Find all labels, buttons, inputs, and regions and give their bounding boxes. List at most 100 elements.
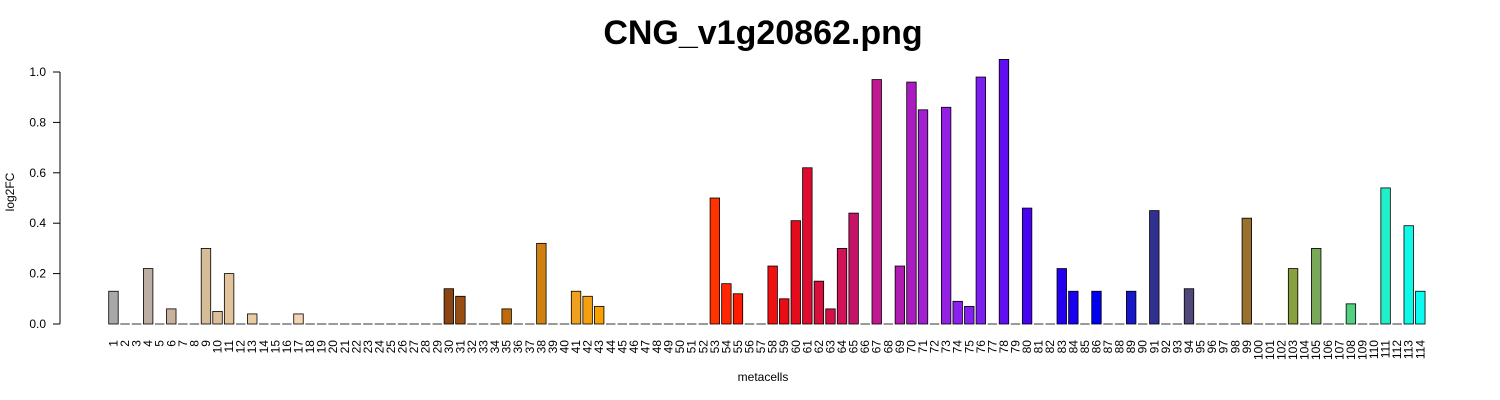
y-tick-label: 0.2 — [29, 267, 46, 281]
x-tick-label: 43 — [592, 340, 606, 354]
bar-31 — [455, 295, 466, 325]
x-tick-label: 28 — [419, 340, 433, 354]
bar-103 — [1287, 268, 1299, 325]
bar-11 — [223, 273, 235, 325]
x-tick-label: 59 — [777, 340, 791, 354]
x-tick-label: 50 — [673, 340, 687, 354]
bar-43 — [594, 305, 605, 325]
x-tick-label: 57 — [754, 340, 768, 354]
bar-64 — [836, 247, 848, 325]
bar-86 — [1091, 290, 1102, 325]
x-tick-label: 94 — [1182, 340, 1196, 354]
bar-61 — [802, 167, 813, 325]
x-tick-label: 39 — [546, 340, 560, 354]
x-tick-label: 30 — [442, 340, 456, 354]
x-tick-label: 86 — [1089, 340, 1103, 354]
y-axis-label: log2FC — [3, 172, 17, 211]
bar-99 — [1241, 217, 1252, 325]
bar-9 — [200, 247, 212, 325]
x-tick-label: 5 — [153, 340, 167, 347]
x-tick-label: 41 — [569, 340, 583, 354]
y-axis: 0.0 0.2 0.4 0.6 0.8 1.0 — [29, 65, 61, 331]
bar-60 — [790, 220, 801, 325]
x-tick-label: 93 — [1170, 340, 1184, 354]
x-tick-label: 105 — [1309, 340, 1323, 360]
x-tick-label: 111 — [1379, 340, 1393, 359]
y-tick-label: 0.8 — [29, 115, 46, 129]
bar-70 — [906, 81, 917, 325]
x-tick-label: 100 — [1251, 340, 1265, 360]
x-tick-label: 83 — [1055, 340, 1069, 354]
bar-80 — [1021, 207, 1033, 325]
bar-94 — [1183, 288, 1195, 325]
bar-35 — [501, 308, 512, 325]
x-tick-label: 109 — [1355, 340, 1369, 360]
x-tick-label: 101 — [1263, 340, 1277, 360]
bar-17 — [293, 313, 304, 325]
bar-105 — [1311, 247, 1322, 325]
bar-73 — [940, 106, 952, 325]
y-tick-label: 1.0 — [29, 65, 46, 79]
bar-114 — [1415, 290, 1426, 325]
x-tick-label: 6 — [164, 340, 178, 347]
x-axis-label: metacells — [738, 370, 789, 384]
x-tick-label: 26 — [396, 340, 410, 354]
x-tick-label: 96 — [1205, 340, 1219, 354]
x-tick-label: 25 — [384, 340, 398, 354]
y-tick-label: 0.6 — [29, 166, 46, 180]
x-tick-label: 24 — [372, 340, 386, 354]
bar-76 — [975, 76, 986, 325]
x-tick-label: 76 — [974, 340, 988, 354]
x-tick-label: 3 — [130, 340, 144, 347]
bar-71 — [917, 109, 929, 325]
x-tick-label: 88 — [1113, 340, 1127, 354]
x-tick-label: 112 — [1390, 340, 1404, 359]
bar-10 — [212, 310, 223, 325]
chart-title: CNG_v1g20862.png — [603, 14, 922, 52]
x-tick-label: 49 — [662, 340, 676, 354]
bar-83 — [1056, 268, 1067, 325]
bar-13 — [247, 313, 258, 325]
bar-1 — [108, 290, 119, 325]
bar-74 — [952, 300, 963, 325]
x-tick-label: 64 — [835, 340, 849, 354]
bar-78 — [998, 59, 1010, 325]
x-tick-label: 2 — [118, 340, 132, 347]
x-tick-label: 68 — [881, 340, 895, 354]
x-axis: 1234567891011121314151617181920212223242… — [106, 340, 1427, 360]
x-tick-label: 77 — [985, 340, 999, 354]
bar-69 — [894, 265, 906, 325]
x-tick-label: 31 — [453, 340, 467, 354]
x-tick-label: 84 — [1066, 340, 1080, 354]
bar-111 — [1380, 187, 1391, 325]
x-tick-label: 65 — [847, 340, 861, 354]
x-tick-label: 46 — [627, 340, 641, 354]
bar-41 — [570, 290, 582, 325]
x-tick-label: 63 — [823, 340, 837, 354]
x-tick-label: 85 — [1078, 340, 1092, 354]
x-tick-label: 95 — [1194, 340, 1208, 354]
x-tick-label: 17 — [291, 340, 305, 354]
x-tick-label: 113 — [1402, 340, 1416, 359]
x-tick-label: 97 — [1217, 340, 1231, 354]
x-tick-label: 10 — [211, 340, 225, 354]
x-tick-label: 99 — [1240, 340, 1254, 354]
bar-55 — [732, 293, 744, 325]
x-tick-label: 9 — [199, 340, 213, 347]
bar-30 — [443, 288, 454, 325]
x-tick-label: 107 — [1332, 340, 1346, 360]
bar-113 — [1403, 225, 1414, 325]
x-tick-label: 53 — [708, 340, 722, 354]
bar-108 — [1345, 303, 1357, 325]
x-tick-label: 4 — [141, 340, 155, 347]
bars — [108, 59, 1426, 325]
x-tick-label: 34 — [488, 340, 502, 354]
x-tick-label: 70 — [904, 340, 918, 354]
x-tick-label: 47 — [638, 340, 652, 354]
x-tick-label: 56 — [743, 340, 757, 354]
x-tick-label: 29 — [430, 340, 444, 354]
x-tick-label: 110 — [1367, 340, 1381, 359]
bar-63 — [825, 308, 836, 325]
x-tick-label: 102 — [1275, 340, 1289, 360]
x-tick-label: 114 — [1413, 340, 1427, 359]
